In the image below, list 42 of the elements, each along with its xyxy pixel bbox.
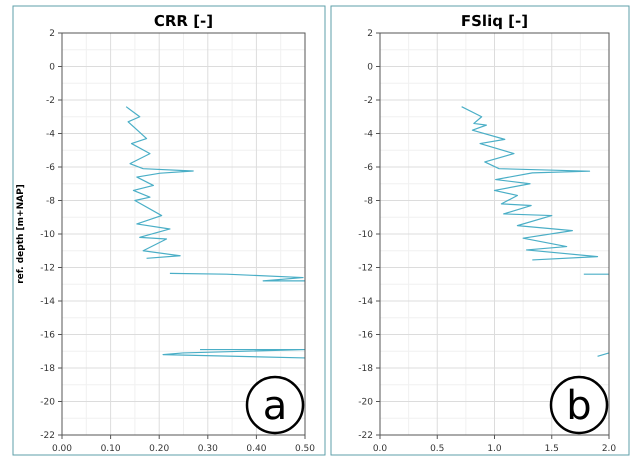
y-tick-label: 2 — [49, 29, 55, 39]
y-tick-label: -8 — [46, 196, 56, 206]
annotation: a — [262, 383, 288, 429]
y-tick-label: -4 — [46, 130, 56, 140]
x-tick-label: 0.00 — [52, 444, 72, 454]
chart-title: CRR [-] — [154, 12, 214, 30]
y-tick-label: -6 — [364, 163, 374, 173]
x-tick-label: 0.0 — [372, 444, 388, 454]
x-tick-label: 1.0 — [487, 444, 502, 454]
y-tick-label: -4 — [364, 130, 374, 140]
chart-title: FSliq [-] — [460, 12, 528, 30]
x-tick-label: 0.40 — [246, 444, 267, 454]
y-tick-label: -18 — [358, 364, 374, 374]
y-tick-label: -6 — [46, 163, 56, 173]
y-axis-title: ref. depth [m+NAP] — [16, 184, 26, 284]
y-tick-label: -20 — [40, 398, 56, 408]
y-tick-label: -12 — [358, 264, 373, 274]
y-tick-label: -12 — [40, 264, 55, 274]
y-tick-label: -2 — [364, 96, 373, 106]
y-tick-label: 0 — [367, 62, 374, 72]
x-tick-label: 0.5 — [430, 444, 444, 454]
x-tick-label: 1.5 — [544, 444, 559, 454]
y-tick-label: -22 — [40, 431, 55, 441]
y-tick-label: -16 — [358, 330, 374, 340]
y-tick-label: -10 — [358, 230, 374, 240]
annotation: b — [566, 383, 592, 429]
x-tick-label: 0.10 — [100, 444, 121, 454]
y-tick-label: 0 — [49, 62, 56, 72]
y-tick-label: -2 — [46, 96, 55, 106]
y-tick-label: -20 — [358, 398, 374, 408]
y-tick-label: -14 — [40, 297, 56, 307]
y-tick-label: -16 — [40, 330, 56, 340]
x-tick-label: 0.30 — [198, 444, 218, 454]
y-tick-label: -14 — [358, 297, 374, 307]
y-tick-label: -10 — [40, 230, 56, 240]
y-tick-label: -18 — [40, 364, 56, 374]
y-tick-label: -8 — [364, 196, 374, 206]
y-tick-label: -22 — [358, 431, 373, 441]
x-tick-label: 2.0 — [602, 444, 616, 454]
x-tick-label: 0.50 — [294, 444, 316, 454]
x-tick-label: 0.20 — [149, 444, 170, 454]
y-tick-label: 2 — [367, 29, 373, 39]
